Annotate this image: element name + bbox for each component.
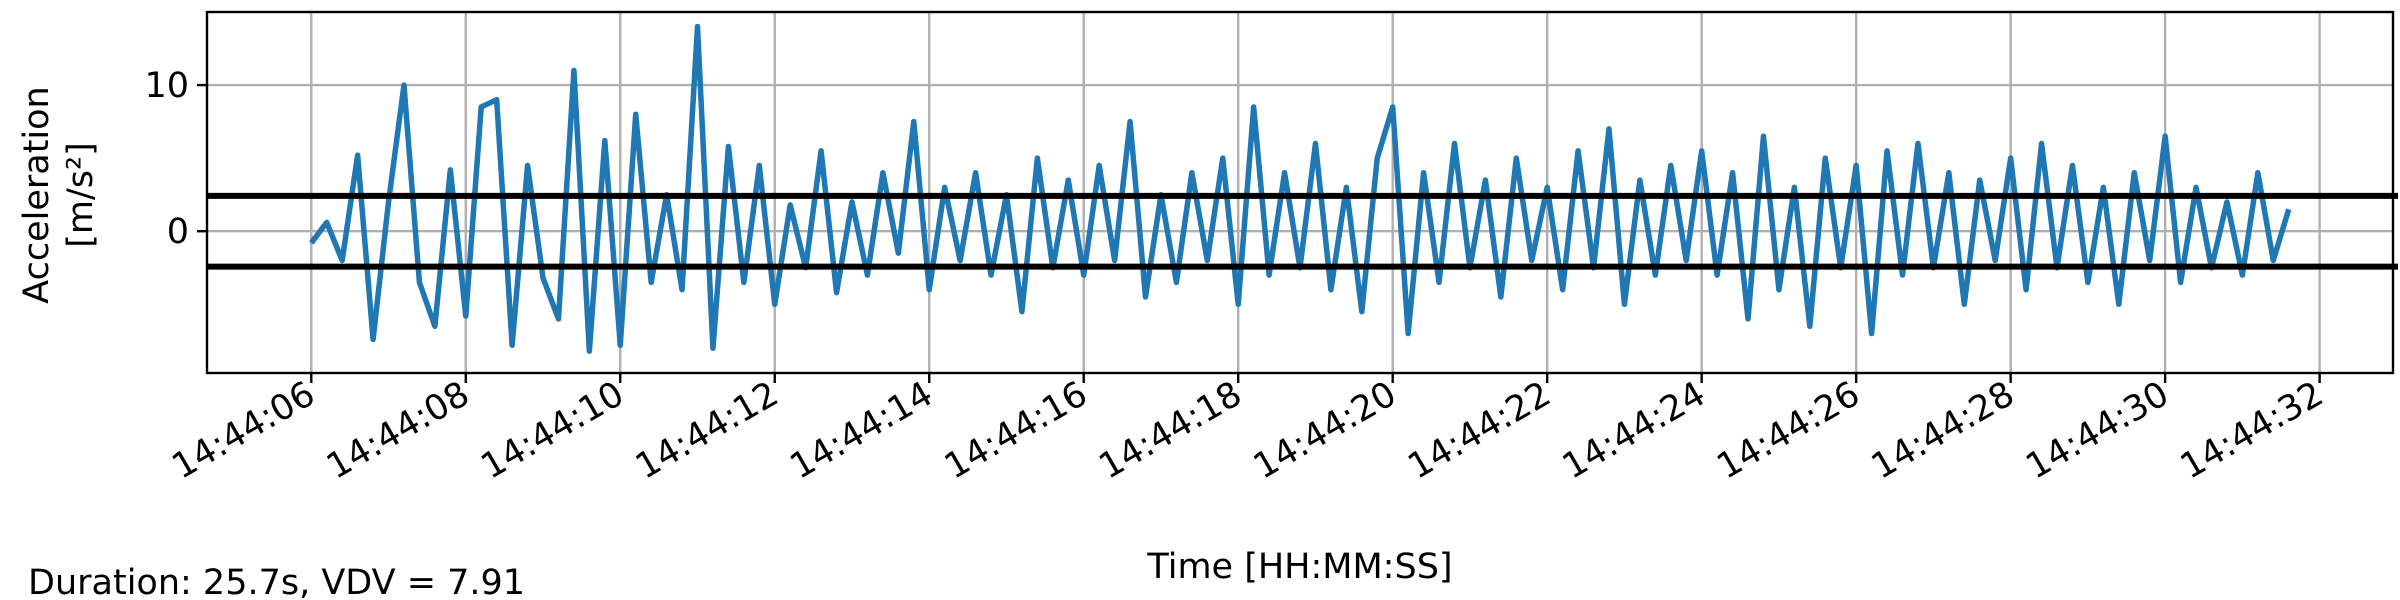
x-tick-label: 14:44:06 (166, 374, 322, 487)
plot-frame (205, 10, 2395, 375)
annotation: Duration: 25.7s, VDV = 7.91 (28, 563, 525, 600)
x-tick-label: 14:44:24 (1556, 374, 1712, 487)
data-line (309, 23, 2292, 354)
x-tick-label: 14:44:14 (784, 374, 940, 487)
y-tick-label: 0 (167, 212, 189, 252)
x-tick-label: 14:44:28 (1865, 374, 2021, 487)
x-tick-label: 14:44:08 (320, 374, 476, 487)
x-tick-label: 14:44:22 (1402, 374, 1558, 487)
x-tick-label: 14:44:16 (938, 374, 1094, 487)
x-tick-label: 14:44:18 (1093, 374, 1249, 487)
y-axis-label: Acceleration (17, 86, 57, 304)
x-tick-label: 14:44:26 (1711, 374, 1867, 487)
x-tick-label: 14:44:20 (1247, 374, 1403, 487)
y-tick-label: 10 (144, 66, 189, 106)
x-tick-label: 14:44:30 (2019, 374, 2175, 487)
x-tick-label: 14:44:12 (629, 374, 785, 487)
y-axis-label: [m/s²] (61, 142, 101, 247)
x-tick-label: 14:44:10 (475, 374, 631, 487)
x-tick-label: 14:44:32 (2174, 374, 2330, 487)
x-axis-label: Time [HH:MM:SS] (1146, 547, 1452, 587)
